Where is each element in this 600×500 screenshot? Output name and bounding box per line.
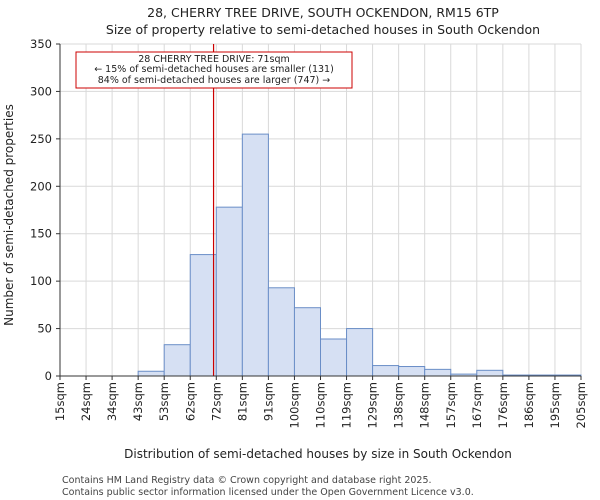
y-tick-label: 50 xyxy=(37,322,52,336)
x-tick-label: 81sqm xyxy=(235,382,249,421)
x-tick-labels: 15sqm 24sqm 34sqm 43sqm 53sqm 62sqm 72sqm 81sqm… xyxy=(53,376,588,428)
bar-110sqm xyxy=(320,338,348,377)
x-axis-label: Distribution of semi-detached houses by … xyxy=(124,447,512,461)
x-tick-label: 205sqm xyxy=(574,382,588,428)
y-tick-label: 100 xyxy=(30,274,52,288)
x-tick-label: 186sqm xyxy=(522,382,536,428)
bar-129sqm xyxy=(372,365,400,377)
annotation-line-3: 84% of semi-detached houses are larger (… xyxy=(98,75,331,86)
x-tick-label: 53sqm xyxy=(157,382,171,421)
y-axis-label: Number of semi-detached properties xyxy=(2,104,16,326)
y-tick-label: 200 xyxy=(30,179,52,193)
bar-100sqm xyxy=(293,307,322,377)
y-tick-label: 0 xyxy=(45,369,52,383)
bar-167sqm xyxy=(476,369,504,377)
x-tick-label: 91sqm xyxy=(261,382,275,421)
x-tick-label: 62sqm xyxy=(183,382,197,421)
annotation-line-1: 28 CHERRY TREE DRIVE: 71sqm xyxy=(138,54,290,65)
bar-53sqm xyxy=(163,344,191,377)
bar-138sqm xyxy=(398,366,426,377)
x-tick-label: 129sqm xyxy=(366,382,380,428)
chart-title: 28, CHERRY TREE DRIVE, SOUTH OCKENDON, R… xyxy=(147,5,499,20)
x-tick-label: 148sqm xyxy=(418,382,432,428)
bar-81sqm xyxy=(241,133,269,377)
x-tick-label: 167sqm xyxy=(470,382,484,428)
y-tick-label: 150 xyxy=(30,227,52,241)
bar-43sqm xyxy=(137,370,165,377)
bar-62sqm xyxy=(189,254,217,377)
x-tick-label: 176sqm xyxy=(496,382,510,428)
x-tick-label: 157sqm xyxy=(444,382,458,428)
x-tick-label: 195sqm xyxy=(548,382,562,428)
x-tick-label: 138sqm xyxy=(392,382,406,428)
bar-148sqm xyxy=(424,368,452,377)
x-tick-label: 100sqm xyxy=(287,382,301,428)
y-tick-label: 300 xyxy=(30,84,52,98)
annotation-frame xyxy=(75,51,353,89)
footer-line-2: Contains public sector information licen… xyxy=(62,487,474,498)
x-tick-label: 43sqm xyxy=(131,382,145,421)
x-tick-label: 110sqm xyxy=(314,382,328,428)
footer-line-1: Contains HM Land Registry data © Crown c… xyxy=(62,475,432,486)
y-tick-labels: 0 50 100 150 200 250 300 350 xyxy=(30,37,60,383)
y-tick-label: 250 xyxy=(30,132,52,146)
y-tick-label: 350 xyxy=(30,37,52,51)
bar-119sqm xyxy=(346,328,374,377)
x-tick-label: 24sqm xyxy=(79,382,93,421)
x-tick-label: 15sqm xyxy=(53,382,67,421)
annotation-box: 28 CHERRY TREE DRIVE: 71sqm ← 15% of sem… xyxy=(75,51,353,89)
bar-72sqm xyxy=(215,206,243,377)
x-tick-label: 72sqm xyxy=(209,382,223,421)
chart-subtitle: Size of property relative to semi-detach… xyxy=(106,22,540,37)
x-tick-label: 34sqm xyxy=(105,382,119,421)
annotation-line-2: ← 15% of semi-detached houses are smalle… xyxy=(94,64,334,75)
x-tick-label: 119sqm xyxy=(340,382,354,428)
bars-layer xyxy=(137,133,582,377)
bar-91sqm xyxy=(267,287,295,377)
